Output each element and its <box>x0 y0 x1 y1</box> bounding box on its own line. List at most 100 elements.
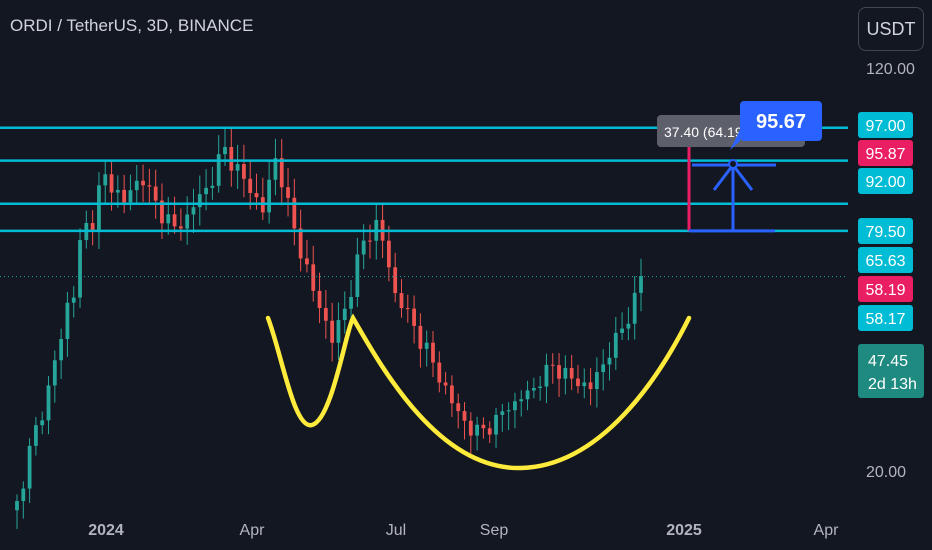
y-tick-label: 20.00 <box>866 464 906 481</box>
candle-body <box>59 339 64 361</box>
candle-body <box>487 428 492 435</box>
candle-body <box>361 240 366 255</box>
axis-level-label: 65.63 <box>865 253 905 270</box>
candle-body <box>122 189 127 203</box>
candle-body <box>531 388 536 391</box>
target-label: 95.67 <box>756 111 806 133</box>
candle-body <box>576 378 580 387</box>
candle-body <box>267 179 272 213</box>
candle-body <box>34 425 38 446</box>
axis-level-label-box <box>858 218 913 244</box>
candle-body <box>594 372 599 390</box>
target-label-pointer <box>730 130 740 150</box>
candle-body <box>519 399 524 402</box>
candle-body <box>216 154 221 186</box>
candle-body <box>286 187 290 198</box>
candle-body <box>178 226 183 229</box>
candle-body <box>160 200 164 224</box>
candle-body <box>242 164 246 179</box>
candle-body <box>601 364 606 373</box>
currency-button[interactable]: USDT <box>858 7 924 51</box>
candle-body <box>273 158 278 180</box>
current-price-label: 47.45 <box>868 353 908 370</box>
candle-body <box>90 222 95 232</box>
candle-body <box>305 258 309 265</box>
candle-body <box>128 190 133 203</box>
candle-body <box>544 364 549 387</box>
x-tick-label: Sep <box>480 522 509 539</box>
axis-level-label: 79.50 <box>865 224 905 241</box>
axis-level-label-box <box>858 140 913 166</box>
cup-handle-curve <box>265 313 692 471</box>
candle-body <box>639 276 643 293</box>
candle-body <box>185 214 190 229</box>
candle-body <box>481 424 486 429</box>
candles-group <box>15 127 643 529</box>
candle-body <box>355 254 360 297</box>
candle-body <box>613 332 618 358</box>
axis-level-label: 97.00 <box>865 118 905 135</box>
candle-body <box>607 357 612 365</box>
measure-label: 37.40 (64.19 <box>664 124 743 140</box>
candle-body <box>109 174 114 193</box>
candle-body <box>15 501 19 511</box>
candle-body <box>46 385 51 421</box>
candle-body <box>462 411 467 421</box>
candle-body <box>569 367 574 379</box>
axis-level-label-box <box>858 247 913 273</box>
candle-body <box>141 180 145 186</box>
candle-body <box>513 401 517 411</box>
candle-body <box>191 207 196 215</box>
candle-body <box>223 146 227 155</box>
candle-body <box>197 194 202 208</box>
candle-body <box>525 390 530 400</box>
candle-body <box>538 386 543 389</box>
candle-body <box>78 240 82 298</box>
candle-body <box>632 292 637 324</box>
candle-body <box>563 367 568 379</box>
price-axis: 120.00 20.00 97.00 95.87 92.00 79.50 65.63 58.1… <box>858 61 924 481</box>
candle-body <box>229 146 234 171</box>
candle-body <box>97 185 101 232</box>
x-tick-label: Apr <box>240 522 266 539</box>
axis-level-label: 58.17 <box>865 311 905 328</box>
candle-body <box>342 308 347 321</box>
x-tick-label: Jul <box>386 522 406 539</box>
x-tick-label: 2025 <box>666 522 702 539</box>
candle-body <box>557 365 561 379</box>
axis-level-label: 58.19 <box>865 282 905 299</box>
candle-body <box>147 185 152 187</box>
candle-body <box>115 189 120 193</box>
target-label-box <box>740 101 822 141</box>
candle-body <box>153 186 158 201</box>
countdown-label: 2d 13h <box>868 376 917 393</box>
time-axis: 2024 Apr Jul Sep 2025 Apr <box>88 522 839 539</box>
axis-level-label-box <box>858 112 913 138</box>
candle-body <box>443 382 448 386</box>
candle-body <box>65 302 70 340</box>
candle-body <box>210 185 215 188</box>
axis-level-label-box <box>858 168 913 194</box>
candle-body <box>52 360 57 386</box>
candle-body <box>40 420 45 426</box>
candle-body <box>368 240 372 242</box>
candle-body <box>336 320 341 343</box>
candle-body <box>468 420 473 436</box>
candle-body <box>494 414 498 435</box>
candle-body <box>134 180 139 191</box>
candle-body <box>399 293 404 309</box>
candle-body <box>279 158 284 188</box>
candle-body <box>317 290 322 309</box>
candle-body <box>103 174 108 186</box>
candle-body <box>450 385 454 404</box>
candle-body <box>475 424 480 436</box>
candle-body <box>500 411 505 415</box>
candle-body <box>172 214 177 227</box>
candle-body <box>21 488 26 502</box>
candle-body <box>412 308 416 326</box>
candle-body <box>418 325 423 349</box>
candle-body <box>620 328 624 333</box>
candle-body <box>550 364 555 366</box>
candle-body <box>27 445 32 489</box>
